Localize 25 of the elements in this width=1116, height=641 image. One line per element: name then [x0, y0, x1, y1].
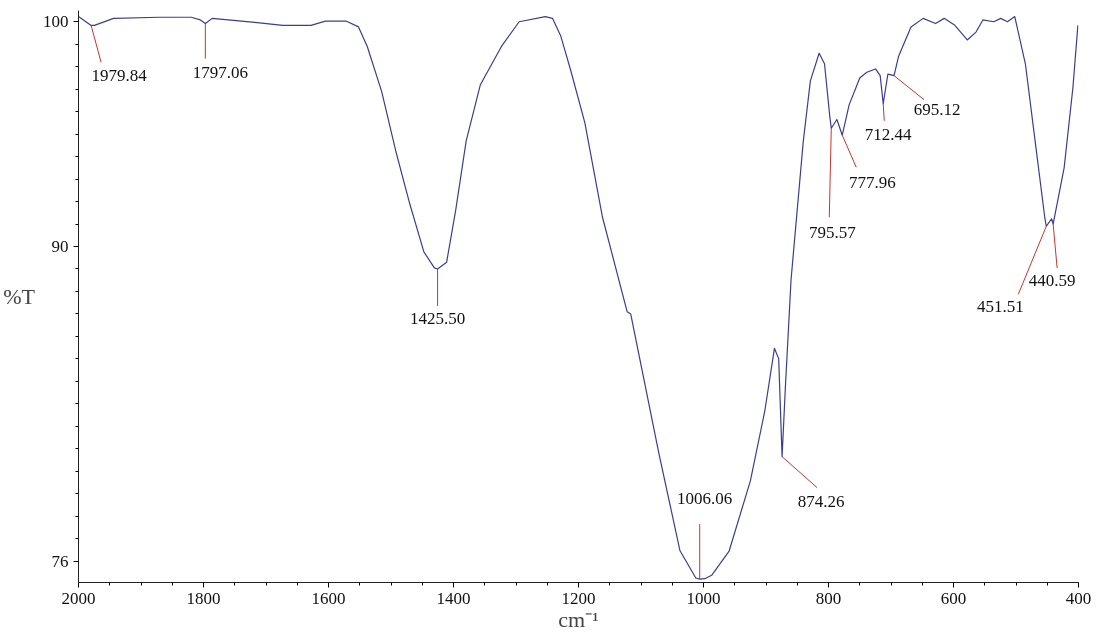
- y-tick-label: 100: [43, 12, 69, 32]
- annotation: 1797.06: [192, 63, 248, 83]
- x-tick-label: 600: [940, 588, 967, 608]
- annotation: 874.26: [797, 492, 845, 512]
- annotation: 440.59: [1028, 270, 1076, 290]
- y-tick-label: 90: [51, 236, 69, 256]
- annotation: 712.44: [864, 125, 913, 145]
- annotation: 795.57: [808, 222, 857, 242]
- y-axis-title: %T: [3, 284, 36, 309]
- x-tick-label: 1200: [561, 588, 596, 608]
- x-tick-label: 1400: [436, 588, 471, 608]
- x-tick-label: 800: [815, 588, 842, 608]
- annotation: 1425.50: [409, 309, 466, 329]
- annotation: 777.96: [848, 172, 896, 192]
- x-axis-title: cm⁻¹: [558, 606, 599, 632]
- x-tick-label: 2000: [61, 588, 96, 608]
- annotation: 451.51: [976, 296, 1024, 316]
- x-tick-label: 1800: [186, 588, 221, 608]
- x-tick-label: 400: [1065, 588, 1092, 608]
- x-tick-label: 1600: [311, 588, 346, 608]
- x-tick-label: 1000: [686, 588, 721, 608]
- annotation: 1979.84: [91, 65, 148, 85]
- annotation: 695.12: [913, 100, 961, 120]
- annotation: 1006.06: [677, 488, 733, 508]
- y-tick-label: 76: [51, 551, 69, 571]
